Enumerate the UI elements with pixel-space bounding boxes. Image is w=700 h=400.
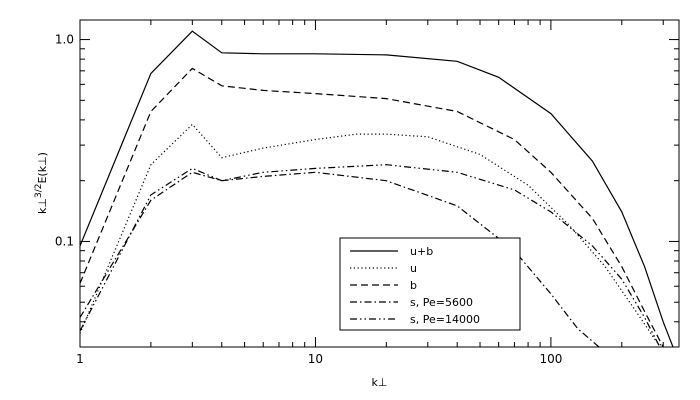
legend-label-5: s, Pe=14000 — [410, 313, 480, 326]
series-line-1 — [80, 30, 674, 347]
series-line-3 — [80, 67, 664, 347]
series-line-4 — [80, 171, 600, 347]
legend-label-1: u+b — [410, 245, 433, 258]
x-tick-label: 1 — [76, 352, 84, 366]
y-axis-label-base: k⊥ — [36, 198, 49, 214]
y-tick-label: 1.0 — [55, 33, 74, 47]
legend-label-4: s, Pe=5600 — [410, 296, 473, 309]
y-tick-label: 0.1 — [55, 234, 74, 248]
legend: u+b ub s, Pe=5600 s, Pe=14000 — [339, 237, 521, 331]
plot-frame — [79, 19, 680, 348]
legend-label-2: u — [410, 262, 417, 275]
x-axis-label: k⊥ — [372, 376, 388, 389]
x-tick-label: 100 — [539, 352, 562, 366]
x-tick-label: 10 — [308, 352, 323, 366]
ticks: 1 10 100 0.1 1.0 — [55, 20, 679, 366]
y-axis-label-tail: E(k⊥) — [36, 152, 49, 184]
series-group — [80, 30, 674, 347]
legend-box — [339, 237, 521, 331]
y-axis-label: k⊥3/2E(k⊥) — [34, 152, 49, 214]
series-line-2 — [80, 123, 664, 347]
y-axis-label-exponent: 3/2 — [34, 184, 44, 198]
legend-label-3: b — [410, 279, 417, 292]
